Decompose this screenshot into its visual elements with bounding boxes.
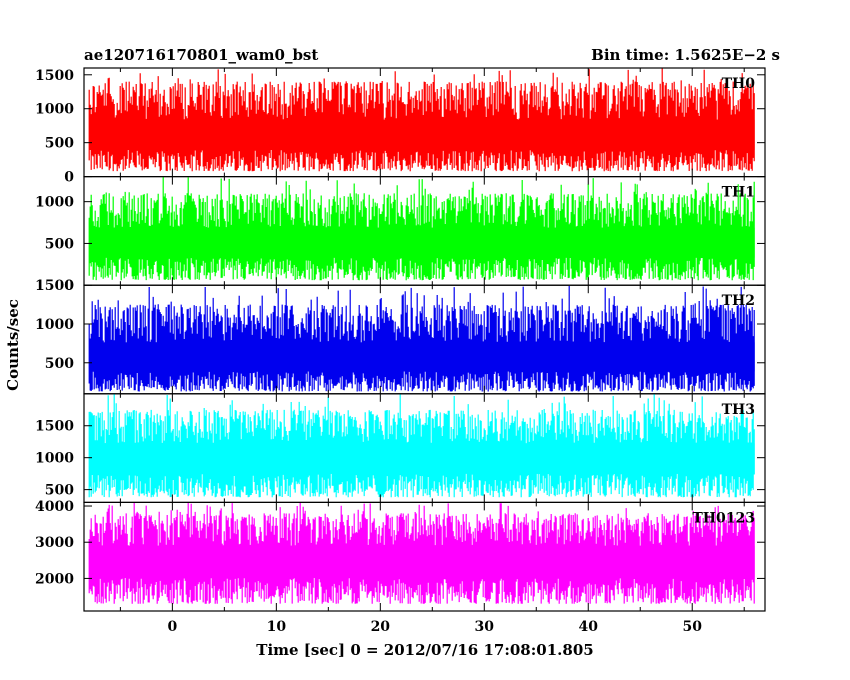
x-tick-label: 20 — [371, 619, 391, 635]
series-core-th1 — [89, 227, 755, 258]
panel-label: TH2 — [722, 293, 755, 309]
y-tick-label: 500 — [45, 483, 74, 499]
y-axis-label: Counts/sec — [4, 299, 22, 391]
panel-th1: 0 500 1000 TH1 — [35, 176, 766, 294]
panel-frame — [83, 501, 766, 612]
panel-th3: 500 1000 1500 TH3 — [35, 393, 766, 503]
y-tick-label: 1000 — [35, 451, 74, 467]
x-tick-label: 10 — [267, 619, 287, 635]
figure-title: ae120716170801_wam0_bst — [84, 46, 318, 64]
x-tick-label: 0 — [167, 619, 177, 635]
y-tick-label: 500 — [45, 356, 74, 372]
series-core-th0 — [89, 119, 755, 150]
x-tick-label: 50 — [682, 619, 702, 635]
y-tick-label: 500 — [45, 236, 74, 252]
y-tick-label: 1500 — [35, 419, 74, 435]
y-tick-label: 3000 — [35, 535, 74, 551]
panel-label: TH0123 — [692, 510, 755, 526]
y-tick-label: 2000 — [35, 571, 74, 587]
y-tick-label: 500 — [45, 136, 74, 152]
series-th0 — [88, 68, 755, 172]
panel-label: TH0 — [722, 76, 756, 92]
y-tick-label: 1500 — [35, 68, 74, 84]
y-tick-label: 1500 — [35, 278, 74, 294]
y-tick-label: 1000 — [35, 195, 74, 211]
y-tick-label: 1000 — [35, 317, 74, 333]
y-tick-label: 1000 — [35, 102, 74, 118]
series-th2 — [88, 286, 755, 392]
series-core-th3 — [89, 443, 755, 474]
series-core-th0123 — [89, 545, 755, 578]
y-tick-label: 4000 — [35, 499, 74, 515]
y-tick-label: 0 — [64, 278, 74, 294]
panel-th2: 500 1000 1500 TH2 — [35, 278, 766, 395]
panels-group: 050010001500TH005001000TH150010001500TH2… — [35, 67, 766, 635]
panel-label: TH1 — [722, 185, 755, 201]
x-axis-label: Time [sec] 0 = 2012/07/16 17:08:01.805 — [256, 641, 593, 659]
panel-label: TH3 — [722, 402, 755, 418]
panel-th0123: 2000 3000 4000 TH0123 — [35, 499, 766, 612]
bin-time-label: Bin time: 1.5625E−2 s — [591, 46, 780, 64]
x-tick-label: 40 — [579, 619, 599, 635]
x-tick-label: 30 — [475, 619, 495, 635]
y-tick-label: 0 — [64, 170, 74, 186]
panel-th0: 0 500 1000 1500 TH0 — [35, 67, 766, 186]
series-core-th2 — [89, 342, 755, 372]
